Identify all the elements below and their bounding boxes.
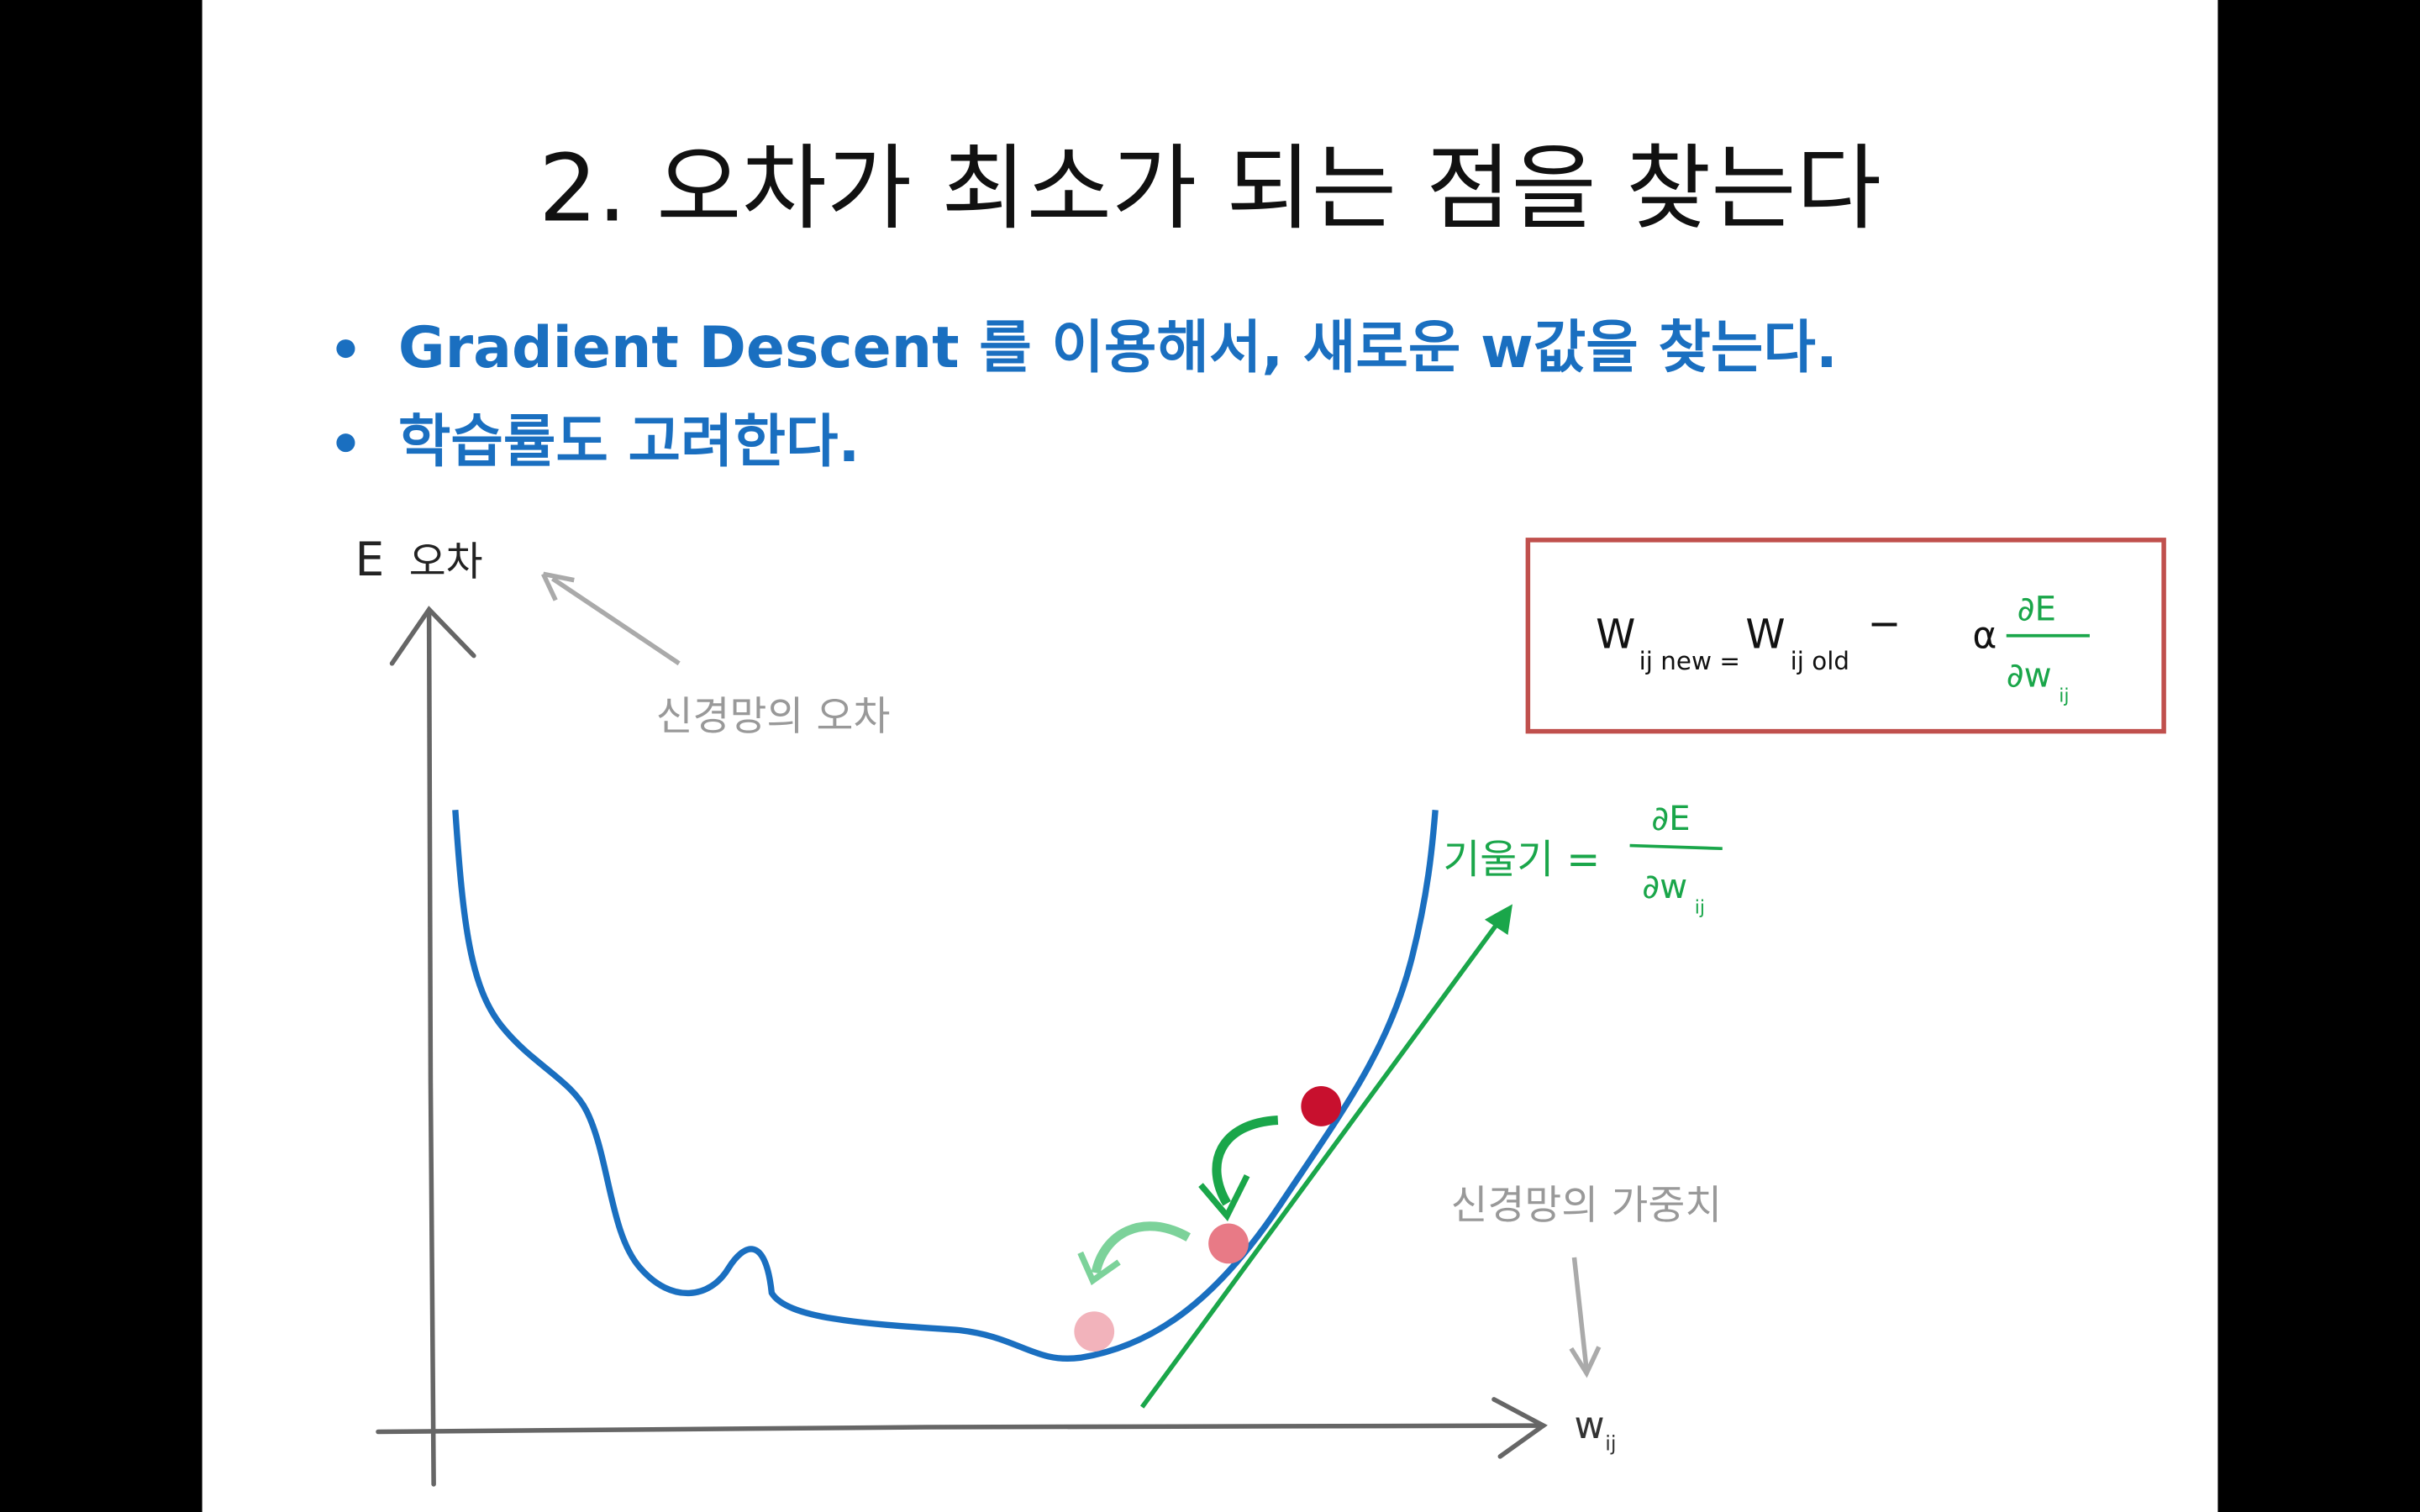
x-symbol: w xyxy=(1574,1404,1604,1447)
note-arrow xyxy=(551,576,681,666)
formula-rhs-subscript: ij old xyxy=(1791,647,1849,675)
formula-numerator: ∂E xyxy=(2018,588,2056,628)
slide-title: 2. 오차가 최소가 되는 점을 찾는다 xyxy=(539,135,1881,243)
step-arrow xyxy=(1091,1221,1191,1274)
y-symbol: E xyxy=(355,533,384,586)
axes xyxy=(376,606,1548,1487)
formula-alpha: α xyxy=(1972,614,1996,657)
slope-label: 기울기 = xyxy=(1443,837,1600,884)
tangent-arrowhead xyxy=(1484,904,1512,936)
x-arrow xyxy=(1491,1397,1548,1459)
weight-note: 신경망의 가중치 xyxy=(1451,1183,1723,1229)
formula-lhs: W xyxy=(1596,612,1635,658)
note-arrowhead xyxy=(1569,1346,1602,1378)
bullet: 학습률도 고려한다. xyxy=(398,409,860,475)
x-axis xyxy=(376,1423,1546,1435)
note-arrowhead xyxy=(541,571,575,601)
bullet: Gradient Descent 를 이용해서, 새로운 w값을 찾는다. xyxy=(398,315,1838,381)
y-arrow xyxy=(389,606,476,666)
formula-rhs: W xyxy=(1745,612,1785,658)
point xyxy=(1301,1086,1342,1126)
formula-lhs-subscript: ij new = xyxy=(1639,647,1740,675)
step-arrowhead xyxy=(1077,1251,1121,1286)
tangent-line xyxy=(1139,911,1507,1409)
y-label: 오차 xyxy=(409,539,483,585)
bullet-dot xyxy=(336,433,355,453)
slide-area xyxy=(202,0,2218,1512)
y-axis xyxy=(426,612,436,1487)
bullet-dot xyxy=(336,339,355,359)
slope-subscript: ij xyxy=(1695,897,1705,918)
step-arrowhead xyxy=(1198,1173,1250,1221)
formula-minus: − xyxy=(1867,601,1901,648)
x-subscript: ij xyxy=(1605,1432,1616,1456)
formula-denominator-subscript: ij xyxy=(2059,686,2069,707)
formula-denominator: ∂w xyxy=(2007,654,2052,695)
error-note: 신경망의 오차 xyxy=(656,694,891,740)
error-curve xyxy=(452,809,1439,1362)
fraction-bar xyxy=(1629,843,1723,851)
slope-denominator: ∂w xyxy=(1642,866,1687,906)
note-arrow xyxy=(1571,1257,1589,1371)
slope-numerator: ∂E xyxy=(1651,798,1690,838)
step-arrow xyxy=(1212,1115,1279,1206)
point xyxy=(1208,1223,1249,1264)
point xyxy=(1074,1311,1115,1352)
